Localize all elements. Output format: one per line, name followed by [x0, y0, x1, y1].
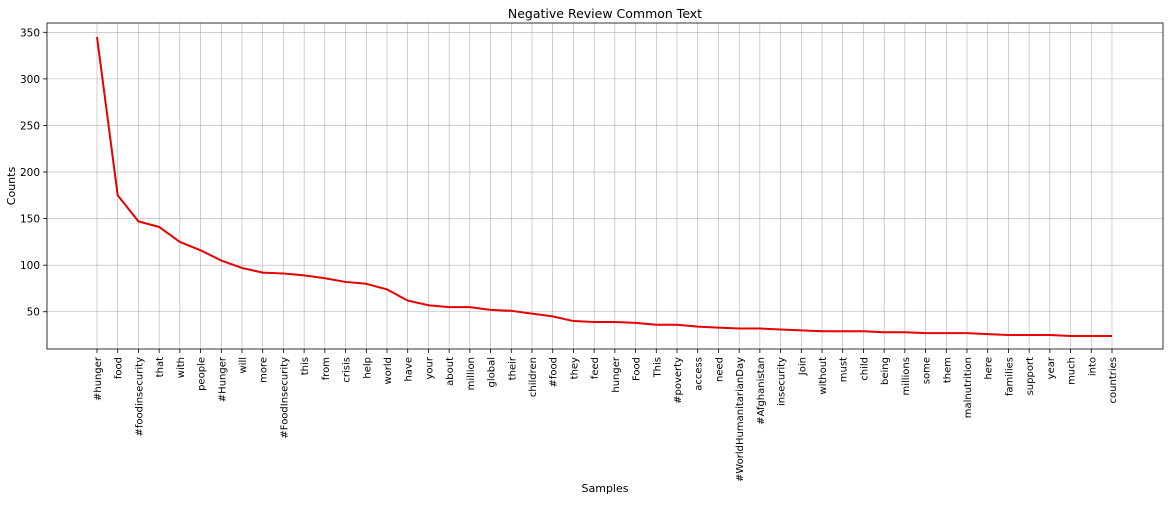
x-tick-label: them	[942, 357, 953, 383]
x-tick-label: some	[922, 357, 933, 384]
x-tick-label: more	[259, 357, 270, 383]
x-tick-label: countries	[1108, 357, 1119, 403]
x-tick-label: into	[1087, 357, 1098, 376]
x-tick-label: help	[362, 357, 373, 379]
x-tick-label: This	[652, 357, 663, 378]
y-tick-label: 250	[20, 120, 40, 132]
x-tick-label: must	[839, 357, 850, 382]
x-tick-label: from	[321, 357, 332, 380]
x-tick-label: this	[300, 357, 311, 375]
x-tick-label: Food	[632, 357, 643, 381]
y-tick-label: 300	[20, 74, 40, 86]
x-tick-label: here	[984, 357, 995, 380]
x-tick-label: they	[569, 357, 580, 379]
x-tick-label: being	[880, 357, 891, 385]
x-tick-label: without	[818, 357, 829, 395]
x-tick-label: with	[176, 357, 187, 378]
x-tick-label: families	[1004, 357, 1015, 396]
x-tick-label: people	[197, 357, 208, 391]
x-tick-label: million	[466, 357, 477, 390]
x-tick-label: access	[694, 357, 705, 391]
y-tick-label: 100	[20, 260, 40, 272]
series-line	[96, 36, 1112, 337]
chart-title: Negative Review Common Text	[508, 6, 702, 21]
x-tick-label: their	[507, 356, 518, 380]
x-tick-label: #Hunger	[217, 356, 228, 402]
y-tick-label: 150	[20, 214, 40, 226]
x-tick-label: about	[445, 357, 456, 386]
series-line-layer	[96, 36, 1112, 337]
x-tick-label: your	[424, 356, 435, 379]
y-tick-label: 200	[20, 167, 40, 179]
x-tick-label: feed	[590, 357, 601, 379]
x-tick-label: need	[714, 357, 725, 382]
x-tick-label: #Afghanistan	[756, 357, 767, 425]
grid	[47, 23, 1163, 349]
x-tick-label: support	[1025, 357, 1036, 395]
x-tick-label: hunger	[611, 356, 622, 393]
x-tick-label: world	[383, 357, 394, 385]
x-axis-label: Samples	[582, 482, 629, 495]
x-tick-label: #food	[549, 357, 560, 387]
x-tick-label: #poverty	[673, 357, 684, 404]
x-tick-label: malnutrition	[963, 357, 974, 418]
x-tick-label: that	[155, 357, 166, 377]
x-tick-label: child	[859, 357, 870, 381]
plot-frame	[46, 22, 1164, 350]
x-tick-label: food	[114, 357, 125, 379]
x-axis: #hunger food #foodinsecurity that with people…	[93, 349, 1119, 482]
x-tick-label: global	[487, 357, 498, 388]
y-tick-label: 50	[27, 307, 40, 319]
x-tick-label: year	[1046, 356, 1057, 379]
x-tick-label: children	[528, 357, 539, 397]
y-axis: 50 100 150 200 250 300 350	[20, 27, 47, 319]
x-tick-label: #FoodInsecurity	[279, 357, 290, 439]
x-tick-label: much	[1067, 357, 1078, 385]
x-tick-label: have	[404, 357, 415, 382]
x-tick-label: #foodinsecurity	[134, 357, 145, 437]
x-tick-label: #WorldHumanitarianDay	[735, 357, 746, 482]
x-tick-label: insecurity	[777, 357, 788, 406]
x-tick-label: Join	[797, 357, 808, 376]
x-tick-label: millions	[901, 357, 912, 396]
x-tick-label: crisis	[342, 357, 353, 383]
y-tick-label: 350	[20, 27, 40, 39]
x-tick-label: #hunger	[93, 356, 104, 401]
y-axis-label: Counts	[5, 167, 18, 206]
x-tick-label: will	[238, 357, 249, 374]
